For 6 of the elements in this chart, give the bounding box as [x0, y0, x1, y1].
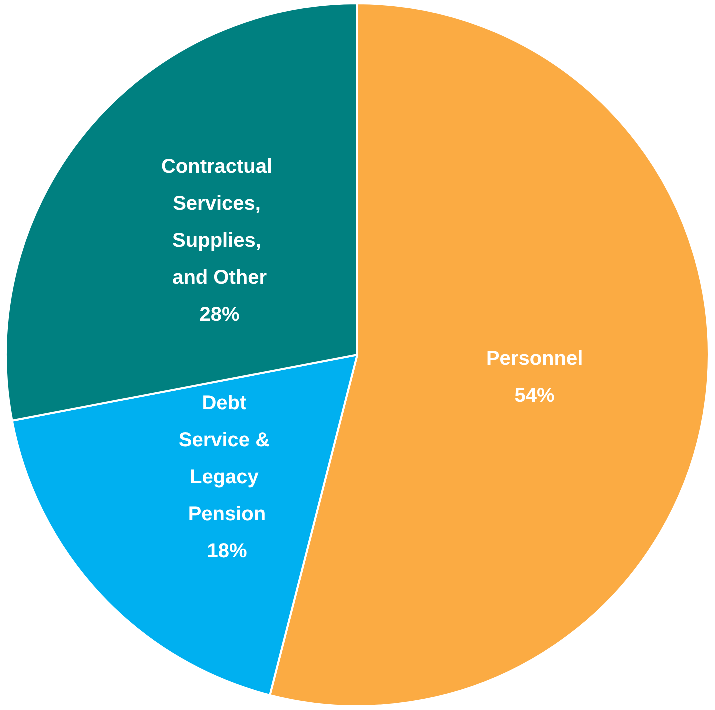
data-label: 18%: [207, 540, 248, 562]
data-label: 54%: [514, 384, 556, 407]
slice-label: Personnel: [486, 348, 584, 370]
data-label: 28%: [200, 304, 240, 326]
slice-label: Debt Service & Legacy Pension: [178, 392, 276, 526]
slice-label: Contractual Services, Supplies, and Other: [161, 156, 278, 290]
